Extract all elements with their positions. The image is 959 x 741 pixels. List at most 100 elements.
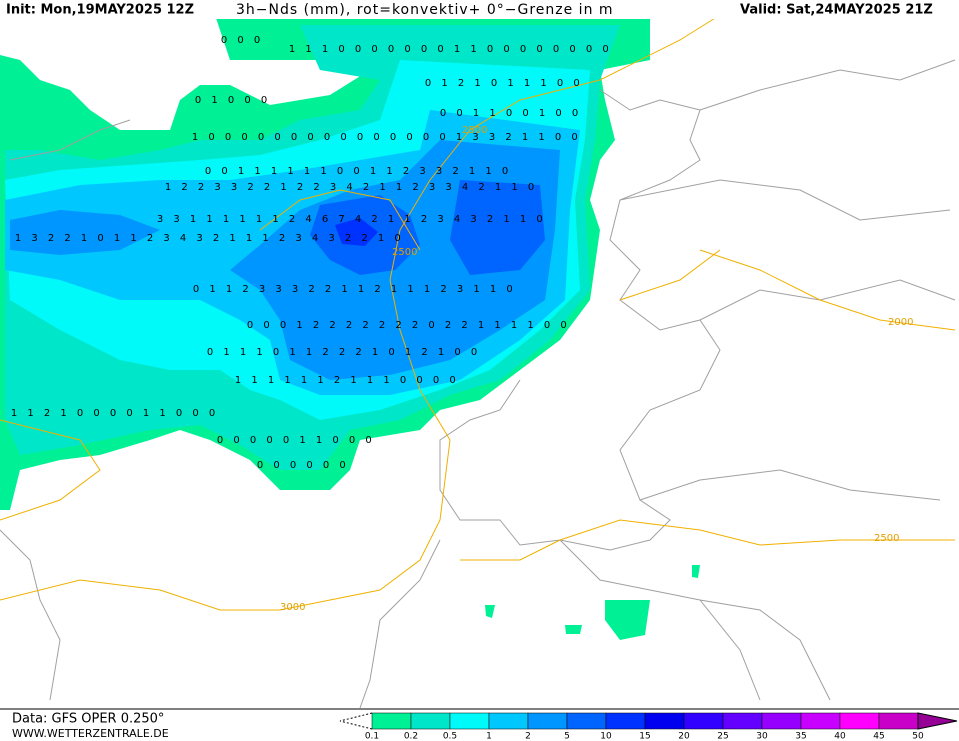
precip-label: 0 <box>340 132 346 143</box>
precip-label: 2 <box>339 347 345 358</box>
precip-label: 0 <box>283 435 289 446</box>
precip-label: 3 <box>292 284 298 295</box>
precip-label: 1 <box>299 435 305 446</box>
precip-label: 0 <box>522 108 528 119</box>
valid-time: Valid: Sat,24MAY2025 21Z <box>740 3 933 18</box>
precip-label: 1 <box>130 233 136 244</box>
precip-label: 1 <box>256 214 262 225</box>
precip-label: 3 <box>196 233 202 244</box>
precip-label: 0 <box>110 408 116 419</box>
colorbar-label: 0.1 <box>365 732 379 741</box>
precip-label: 2 <box>44 408 50 419</box>
precip-label: 0 <box>337 166 343 177</box>
precip-label: 0 <box>176 408 182 419</box>
precip-label: 1 <box>489 108 495 119</box>
precip-label: 1 <box>322 44 328 55</box>
precip-label: 1 <box>473 108 479 119</box>
precip-label: 0 <box>217 435 223 446</box>
precip-label: 0 <box>250 435 256 446</box>
precip-label: 7 <box>338 214 344 225</box>
precip-label: 0 <box>456 108 462 119</box>
precip-label: 0 <box>555 108 561 119</box>
precip-label: 1 <box>272 214 278 225</box>
colorbar-swatch <box>566 712 607 730</box>
precip-label: 1 <box>15 233 21 244</box>
precip-label: 2 <box>355 347 361 358</box>
precip-label: 0 <box>97 233 103 244</box>
colorbar-swatch <box>410 712 451 730</box>
map-title: 3h−Nds (mm), rot=konvektiv+ 0°−Grenze in… <box>236 2 614 18</box>
precip-label: 0 <box>569 44 575 55</box>
precip-label: 2 <box>329 320 335 331</box>
precip-label: 0 <box>571 132 577 143</box>
precip-label: 0 <box>228 95 234 106</box>
precip-label: 0 <box>221 166 227 177</box>
precip-label: 1 <box>280 182 286 193</box>
precip-label: 0 <box>528 182 534 193</box>
precip-label: 1 <box>289 347 295 358</box>
colorbar-swatch <box>761 712 802 730</box>
precip-label: 0 <box>323 460 329 471</box>
precip-label: 1 <box>143 408 149 419</box>
precip-label: 2 <box>361 233 367 244</box>
precip-label: 1 <box>27 408 33 419</box>
precip-label: 0 <box>93 408 99 419</box>
precip-label: 1 <box>404 214 410 225</box>
precip-label: 0 <box>307 132 313 143</box>
precip-label: 1 <box>379 182 385 193</box>
precip-label: 1 <box>317 375 323 386</box>
colorbar-swatch <box>839 712 880 730</box>
header-bg <box>0 0 959 19</box>
precip-label: 0 <box>306 460 312 471</box>
precip-label: 1 <box>192 132 198 143</box>
precip-label: 0 <box>324 132 330 143</box>
precip-label: 2 <box>478 182 484 193</box>
precip-label: 2 <box>421 214 427 225</box>
precip-label: 3 <box>214 182 220 193</box>
precip-label: 1 <box>206 214 212 225</box>
precip-label: 1 <box>271 166 277 177</box>
precip-label: 0 <box>280 320 286 331</box>
precip-label: 2 <box>345 233 351 244</box>
precip-label: 4 <box>180 233 186 244</box>
precip-label: 1 <box>396 182 402 193</box>
precip-label: 0 <box>263 320 269 331</box>
precip-label: 1 <box>474 78 480 89</box>
precip-label: 1 <box>165 182 171 193</box>
precip-label: 4 <box>454 214 460 225</box>
precip-label: 2 <box>64 233 70 244</box>
precip-label: 1 <box>478 320 484 331</box>
precip-label: 1 <box>296 320 302 331</box>
precip-label: 0 <box>355 44 361 55</box>
precip-label: 2 <box>181 182 187 193</box>
precip-label: 1 <box>473 284 479 295</box>
precip-label: 0 <box>520 44 526 55</box>
precip-label: 0 <box>365 435 371 446</box>
precip-label: 3 <box>295 233 301 244</box>
precip-label: 0 <box>506 108 512 119</box>
precip-label: 2 <box>313 182 319 193</box>
precip-label: 0 <box>423 132 429 143</box>
precip-label: 0 <box>209 408 215 419</box>
precip-label: 1 <box>251 375 257 386</box>
precip-label: 1 <box>305 44 311 55</box>
colorbar-label: 0.2 <box>404 732 418 741</box>
precip-label: 1 <box>405 347 411 358</box>
colorbar-label: 2 <box>525 732 531 741</box>
precip-label: 1 <box>372 347 378 358</box>
colorbar-tip <box>917 712 958 730</box>
precip-label: 6 <box>322 214 328 225</box>
precip-label: 1 <box>378 233 384 244</box>
precip-label: 0 <box>390 132 396 143</box>
precip-label: 0 <box>221 35 227 46</box>
colorbar-label: 25 <box>717 732 728 741</box>
precip-label: 0 <box>290 460 296 471</box>
precip-label: 1 <box>320 166 326 177</box>
precip-label: 1 <box>538 132 544 143</box>
precip-label: 2 <box>325 284 331 295</box>
precip-label: 1 <box>114 233 120 244</box>
precip-label: 2 <box>147 233 153 244</box>
precip-label: 3 <box>275 284 281 295</box>
precip-label: 1 <box>226 284 232 295</box>
precip-label: 0 <box>353 166 359 177</box>
